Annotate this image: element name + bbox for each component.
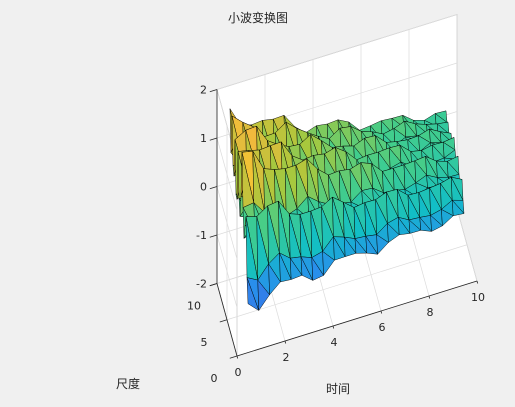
chart-title: 小波变换图 [228,10,288,25]
x-tick-mark [428,295,431,299]
x-tick-label: 2 [283,351,290,364]
z-tick-mark [209,186,218,190]
y-tick-label: 10 [187,300,201,313]
y-tick-label: 5 [201,336,208,349]
x-tick-mark [236,355,239,359]
z-tick-mark [209,89,218,93]
x-tick-mark [380,310,383,314]
surface-facet [300,256,314,281]
grid-line-z [216,186,238,260]
surface-facet [376,234,389,255]
z-tick-label: -1 [196,229,207,242]
x-tick-mark [332,325,335,329]
surface-facet [268,263,281,295]
z-tick-label: 1 [200,132,207,145]
grid-line-z [216,234,238,308]
surface-facet [387,223,400,243]
surface-facet [333,236,346,261]
x-tick-mark [476,280,479,284]
surface-facet [343,236,357,257]
z-tick-mark [209,137,218,141]
y-tick-label: 0 [211,372,218,385]
surface-facet [441,209,454,227]
z-tick-mark [209,234,218,238]
z-tick-label: 2 [200,84,207,97]
y-axis-label: 尺度 [116,376,140,391]
grid-line-scale [226,244,468,321]
grid-line-z [216,14,458,90]
surface-plot [229,108,465,311]
x-tick-label: 8 [427,306,434,319]
surface-facet [430,215,443,232]
surface-facet [311,257,324,281]
z-tick-label: 0 [200,181,207,194]
z-tick-label: -2 [196,278,207,291]
x-tick-label: 0 [235,366,242,379]
z-tick-mark [209,283,218,287]
grid-line-z [216,137,238,211]
surface-facet [279,252,292,283]
x-axis-label: 时间 [326,382,350,396]
surface-facet [419,217,432,232]
x-axis-line [236,280,478,357]
surface-facet [408,219,422,234]
surface-facet [354,238,368,254]
x-tick-label: 4 [331,336,338,349]
x-tick-mark [284,340,287,344]
surface-facet [451,199,465,217]
surface-facet [365,235,378,255]
y-tick-mark [229,355,238,359]
surface-facet [289,257,303,280]
y-tick-mark [219,319,228,323]
x-tick-label: 6 [379,321,386,334]
surface-facet [397,217,411,236]
surface-facet [322,251,335,276]
x-tick-label: 10 [471,291,485,304]
axis-ticks: 0 2 4 6 8 10 0 5 10 -2 -1 0 1 2 [187,84,485,386]
surface-facet [246,277,260,311]
surface-facet [257,279,270,311]
